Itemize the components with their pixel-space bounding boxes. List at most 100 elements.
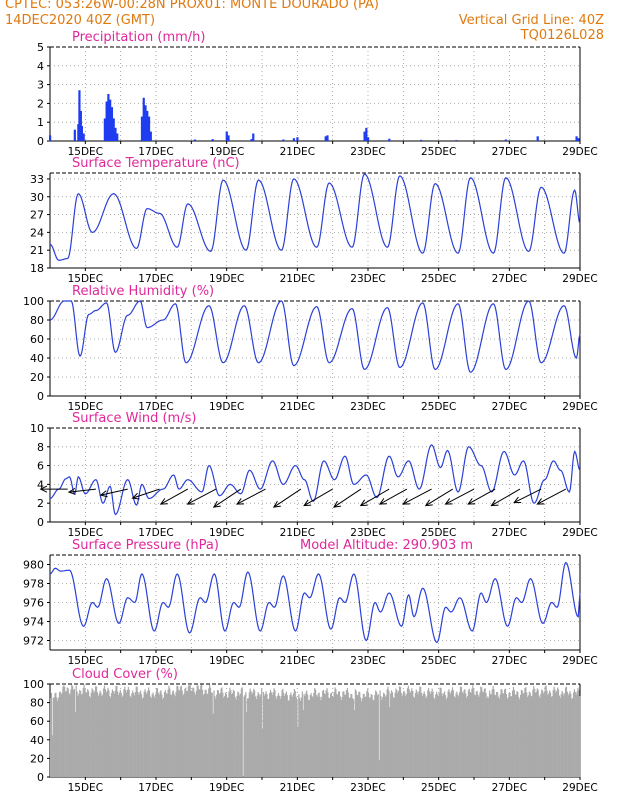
cloud-bar (548, 693, 550, 777)
cloud-bar (368, 692, 370, 777)
cloud-bar (433, 697, 435, 777)
cloud-bar (118, 694, 120, 777)
cloud-bar (321, 696, 323, 777)
y-tick-label: 30 (30, 191, 44, 204)
precip-bar (296, 137, 299, 141)
cloud-bar (101, 696, 103, 777)
cloud-bar (549, 692, 552, 777)
cloud-bar (130, 697, 132, 777)
wind-arrowhead (303, 499, 312, 507)
cloud-bar (375, 691, 378, 777)
cloud-bar (430, 691, 432, 777)
cloud-bar (331, 696, 333, 777)
cloud-bar (327, 692, 329, 777)
cloud-bar (303, 694, 305, 777)
cloud-bar (367, 688, 369, 777)
cloud-bar (505, 693, 507, 777)
x-tick-label: 29DEC (562, 273, 597, 285)
cloud-bar (247, 698, 250, 777)
cloud-bar (209, 687, 212, 777)
cloud-bar (76, 691, 78, 777)
panel-subtitle: Model Altitude: 290.903 m (300, 538, 473, 553)
x-tick-label: 19DEC (209, 273, 244, 285)
cloud-bar (542, 690, 544, 777)
cloud-bar (147, 690, 149, 777)
cloud-bar (455, 693, 457, 777)
cloud-bar (363, 693, 365, 777)
cloud-bar (280, 696, 282, 777)
precip-bar (116, 133, 119, 141)
cloud-bar (90, 692, 92, 777)
x-tick-label: 17DEC (138, 655, 173, 667)
precip-bar (107, 94, 110, 141)
precip-bar (112, 118, 115, 141)
wind-arrow (236, 488, 266, 505)
cloud-bar (443, 693, 445, 777)
cloud-bar (207, 693, 209, 777)
precip-bar (140, 116, 144, 141)
cloud-bar (502, 693, 504, 777)
wind-arrow (303, 488, 333, 507)
wind-arrow (513, 488, 542, 504)
cloud-bar (165, 693, 167, 777)
precip-bar (193, 139, 197, 141)
cloud-bar (212, 713, 214, 777)
header-date: 14DEC2020 40Z (GMT) (5, 13, 156, 28)
cloud-bar (526, 692, 528, 777)
cloud-bar (473, 688, 475, 777)
cloud-bar (496, 691, 498, 777)
cloud-bar (425, 698, 427, 777)
cloud-bar (132, 690, 134, 777)
wind-arrow (491, 488, 521, 507)
cloud-bar (173, 694, 175, 777)
cloud-bar (496, 692, 499, 777)
cloud-bar (427, 690, 429, 777)
cloud-bar (315, 689, 317, 777)
cloud-bar (245, 692, 247, 777)
wind-arrowhead (536, 498, 545, 505)
cloud-bar (135, 686, 137, 777)
precip-bar (388, 138, 391, 141)
cloud-bar (121, 697, 123, 777)
cloud-bar (576, 691, 578, 777)
cloud-bar (84, 688, 86, 777)
cloud-bar (68, 693, 70, 777)
precip-bar (292, 138, 295, 141)
cloud-bar (63, 684, 65, 777)
cloud-bar (337, 694, 339, 777)
cloud-bar (222, 692, 224, 777)
precip-bar (146, 110, 149, 141)
cloud-bar (239, 693, 242, 777)
precip-bar (455, 140, 458, 141)
cloud-bar (294, 690, 296, 777)
x-tick-label: 23DEC (350, 655, 385, 667)
wind-arrowhead (444, 498, 453, 505)
cloud-bar (236, 695, 238, 777)
cloud-bar (278, 695, 280, 777)
cloud-bar (435, 694, 437, 777)
cloud-bar (105, 692, 107, 777)
cloud-bar (395, 688, 397, 777)
precip-bar (109, 99, 112, 141)
wind-arrowhead (236, 498, 245, 505)
y-tick-label: 2 (37, 497, 44, 510)
x-tick-label: 23DEC (350, 527, 385, 539)
cloud-bar (192, 687, 194, 777)
cloud-bar (492, 685, 494, 777)
cloud-bar (353, 710, 356, 777)
cloud-bar (504, 688, 507, 777)
cloud-bar (431, 688, 433, 777)
cloud-bar (273, 688, 275, 777)
cloud-bar (534, 692, 537, 777)
cloud-bar (75, 685, 77, 777)
cloud-bar (396, 690, 398, 777)
cloud-bar (206, 693, 208, 777)
cloud-bar (450, 693, 452, 777)
cloud-bar (250, 690, 252, 777)
cloud-bar (187, 686, 189, 777)
precip-bar (147, 116, 151, 141)
cloud-bar (391, 692, 394, 777)
cloud-bar (513, 689, 515, 777)
x-tick-label: 17DEC (138, 401, 173, 413)
cloud-bar (481, 691, 484, 777)
